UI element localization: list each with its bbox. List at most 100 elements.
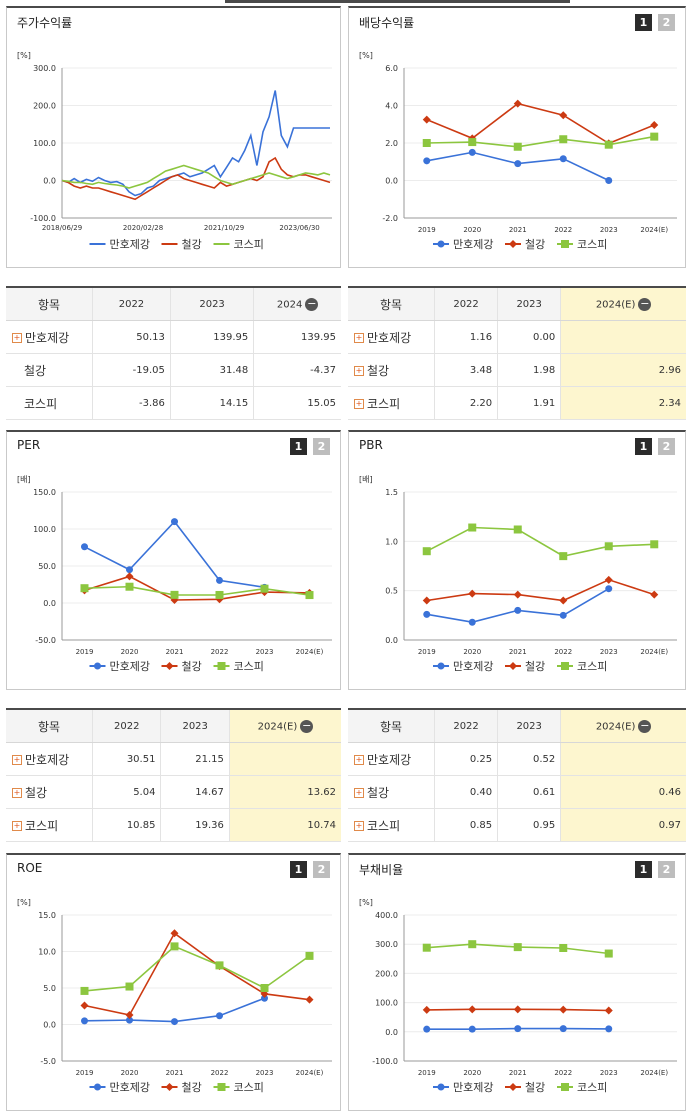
expand-icon[interactable]: + — [354, 788, 364, 798]
value-cell: 3.48 — [433, 353, 498, 387]
x-tick-label: 2021 — [509, 1069, 527, 1077]
value-cell: 1.98 — [497, 353, 561, 387]
expand-icon[interactable]: + — [354, 333, 364, 343]
page-2-button[interactable]: 2 — [658, 438, 675, 455]
legend-label: 코스피 — [577, 660, 607, 673]
value-cell: 0.00 — [497, 320, 561, 354]
legend-marker — [437, 662, 445, 670]
data-point-kospi — [604, 140, 613, 149]
page-2-button[interactable]: 2 — [313, 861, 330, 878]
expand-icon[interactable]: + — [12, 821, 22, 831]
legend-item-steel: 철강 — [161, 238, 202, 251]
row-label-cell[interactable]: + 철강 — [348, 353, 435, 387]
x-tick-label: 2023/06/30 — [279, 224, 319, 232]
legend-item-manho: 만호제강 — [89, 1081, 150, 1094]
collapse-icon[interactable]: − — [638, 718, 652, 733]
expand-icon[interactable]: + — [354, 821, 364, 831]
data-point-manho — [126, 566, 133, 574]
data-point-steel — [468, 1005, 477, 1014]
page-1-button[interactable]: 1 — [635, 861, 652, 878]
row-label-cell[interactable]: + 코스피 — [348, 808, 435, 842]
value-cell: 10.74 — [228, 808, 341, 842]
expand-icon[interactable]: + — [12, 333, 22, 343]
column-header: 항목 — [6, 709, 93, 743]
column-header-label: 2024(E) — [595, 721, 636, 732]
column-header: 2023 — [497, 709, 561, 743]
row-label-cell[interactable]: + 코스피 — [348, 386, 435, 420]
table-header-row: 항목 2022 2023 2024(E) − — [6, 709, 341, 743]
page-1-button[interactable]: 1 — [290, 861, 307, 878]
y-tick-label: -5.0 — [40, 1057, 56, 1066]
y-tick-label: 200.0 — [375, 969, 398, 978]
expand-icon[interactable]: + — [354, 399, 364, 409]
data-point-steel — [513, 99, 522, 108]
data-point-manho — [171, 1018, 178, 1026]
panel-title: ROE — [17, 861, 43, 875]
table-row: 철강 -19.05 31.48 -4.37 — [6, 353, 341, 387]
series-line-steel — [426, 102, 655, 145]
y-tick-label: 300.0 — [375, 940, 398, 949]
legend-label: 철강 — [525, 660, 545, 673]
page-2-button[interactable]: 2 — [658, 861, 675, 878]
data-point-kospi — [125, 582, 134, 591]
table-row: 코스피 -3.86 14.15 15.05 — [6, 386, 341, 420]
row-label-cell[interactable]: + 철강 — [6, 775, 93, 809]
column-header-label: 항목 — [379, 297, 403, 312]
x-tick-label: 2023 — [600, 226, 618, 234]
y-tick-label: 200.0 — [33, 102, 56, 111]
expand-icon[interactable]: + — [12, 788, 22, 798]
legend-marker — [509, 1083, 517, 1091]
data-point-kospi — [468, 138, 477, 147]
x-tick-label: 2021/10/29 — [204, 224, 244, 232]
data-point-steel — [650, 121, 659, 129]
data-point-manho — [468, 618, 476, 626]
x-tick-label: 2021 — [509, 226, 527, 234]
collapse-icon[interactable]: − — [638, 296, 652, 311]
pager: 1 2 — [635, 861, 675, 878]
legend-item-steel: 철강 — [505, 1081, 545, 1094]
row-label-cell[interactable]: + 만호제강 — [348, 320, 435, 354]
row-label-cell[interactable]: + 만호제강 — [348, 742, 435, 776]
page-2-button[interactable]: 2 — [313, 438, 330, 455]
expand-icon[interactable]: + — [12, 755, 22, 765]
row-label-cell[interactable]: + 만호제강 — [6, 320, 93, 354]
expand-icon[interactable]: + — [354, 755, 364, 765]
value-cell: 0.52 — [497, 742, 561, 776]
row-label-cell[interactable]: + 철강 — [348, 775, 435, 809]
series-line-steel — [84, 932, 310, 1016]
legend-marker — [437, 1083, 445, 1091]
page-1-button[interactable]: 1 — [635, 14, 652, 31]
x-tick-label: 2021 — [166, 648, 184, 656]
row-label-cell[interactable]: + 코스피 — [6, 808, 93, 842]
data-point-kospi — [650, 540, 659, 549]
legend-label: 만호제강 — [453, 1081, 493, 1094]
legend-marker — [561, 240, 569, 248]
data-point-kospi — [513, 142, 522, 151]
column-header: 2022 — [91, 709, 161, 743]
dividend-yield-chart: [%] 6.0 4.0 2.0 0.0 -2.0 2019 2020 2021 2022 2023 2… — [359, 51, 677, 251]
debt-ratio-chart: [%]400.0 300.0 200.0 100.0 0.0 -100.0 2019 2020… — [359, 898, 677, 1094]
value-cell — [560, 320, 686, 354]
row-label-cell[interactable]: + 만호제강 — [6, 742, 93, 776]
legend-label: 만호제강 — [110, 1081, 150, 1094]
table-header-row: 항목 2022 2023 2024− — [6, 287, 341, 321]
axis-unit: [%] — [359, 51, 373, 60]
legend-marker — [509, 662, 517, 670]
column-header-label: 2024(E) — [257, 721, 298, 732]
collapse-icon[interactable]: − — [300, 718, 314, 733]
data-point-manho — [514, 606, 522, 614]
page-2-button[interactable]: 2 — [658, 14, 675, 31]
data-point-steel — [559, 111, 568, 120]
value-cell: 10.85 — [91, 808, 161, 842]
y-tick-label: 50.0 — [38, 562, 56, 571]
page-1-button[interactable]: 1 — [290, 438, 307, 455]
legend-item-kospi: 코스피 — [213, 660, 264, 673]
collapse-icon[interactable]: − — [305, 296, 319, 311]
per-table: 항목 2022 2023 2024(E) − + 만호제강 30.51 21.15 + 철강 5.04… — [6, 708, 341, 842]
page-1-button[interactable]: 1 — [635, 438, 652, 455]
y-tick-label: -100.0 — [30, 214, 56, 223]
y-tick-label: 0.0 — [43, 599, 56, 608]
legend-label: 철강 — [182, 238, 202, 251]
column-header: 2022 — [433, 709, 498, 743]
expand-icon[interactable]: + — [354, 366, 364, 376]
